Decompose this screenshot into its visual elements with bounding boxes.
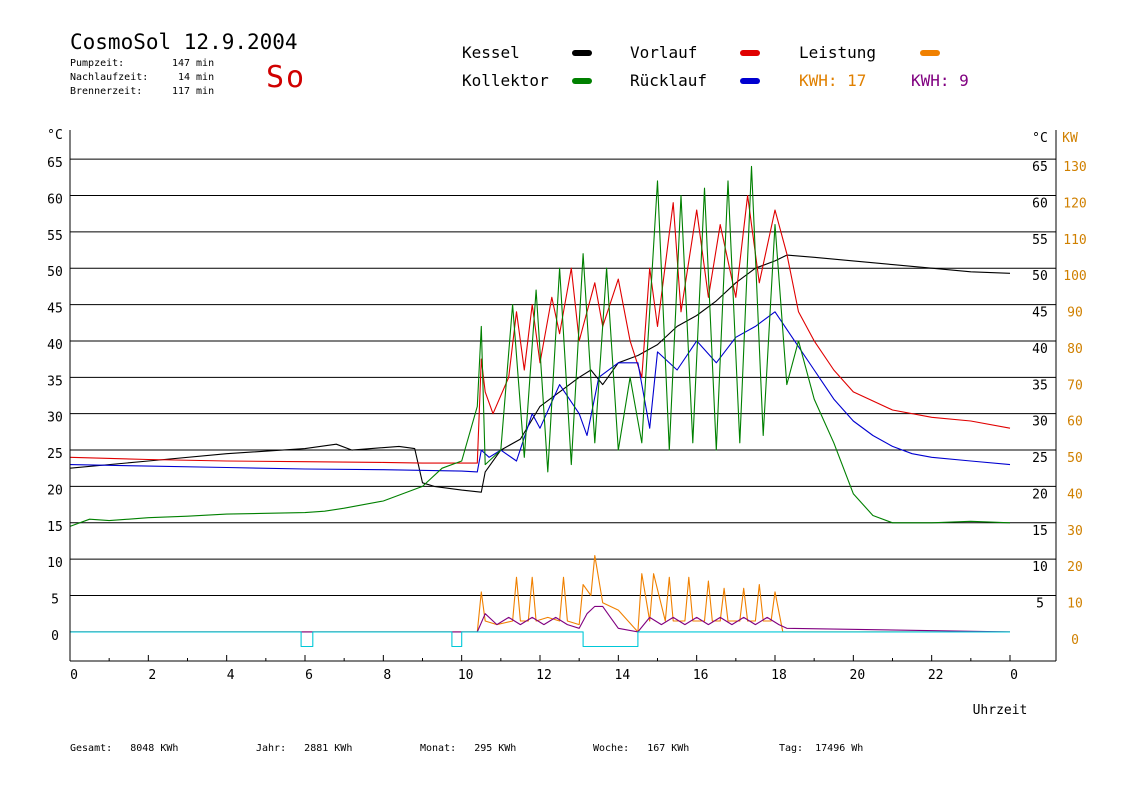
y-tick-label-kw: 70 <box>1067 378 1083 393</box>
y-tick-label-kw: 20 <box>1067 560 1083 575</box>
legend-ruecklauf-swatch <box>740 78 760 84</box>
y-tick-label-right: 40 <box>1032 342 1048 357</box>
y-tick-label-left: 0 <box>51 629 59 644</box>
y-tick-label-left: 25 <box>47 447 63 462</box>
info-pumpzeit: Pumpzeit: 147 min <box>70 58 215 69</box>
legend-leistung-label: Leistung <box>799 43 877 62</box>
y-tick-label-right: 20 <box>1032 487 1048 502</box>
legend-leistung-swatch <box>920 50 940 56</box>
legend-kessel-swatch <box>572 50 592 56</box>
info-nachlaufzeit: Nachlaufzeit: 14 min <box>70 72 215 83</box>
series-line-leistung <box>70 554 1010 633</box>
y-tick-label-left: 35 <box>47 374 63 389</box>
y-tick-label-left: 15 <box>47 520 63 535</box>
legend-ruecklauf-label: Rücklauf <box>630 71 708 90</box>
y-tick-label-left: 65 <box>47 156 63 171</box>
y-tick-label-left: 60 <box>47 192 63 207</box>
y-tick-label-kw: 100 <box>1063 269 1086 284</box>
day-label: So <box>266 60 307 95</box>
y-tick-label-right: 5 <box>1036 597 1044 612</box>
legend-kwh-purple: KWH: 9 <box>911 71 969 90</box>
series-line-rcklauf <box>69 311 1011 473</box>
series-line-vorlauf <box>69 194 1011 464</box>
series-line-5 <box>70 605 1011 633</box>
y-tick-label-kw: 30 <box>1067 524 1083 539</box>
y-tick-label-left: 5 <box>51 593 59 608</box>
y-tick-label-right: 25 <box>1032 451 1048 466</box>
y-tick-label-kw: 110 <box>1063 233 1086 248</box>
y-tick-label-kw: 0 <box>1071 633 1079 648</box>
y-tick-label-left: 55 <box>47 229 63 244</box>
x-tick-label: 14 <box>615 668 631 683</box>
y-tick-label-kw: 40 <box>1067 487 1083 502</box>
x-tick-label: 12 <box>536 668 552 683</box>
footer-monat: Monat: 295 KWh <box>420 743 517 754</box>
legend-kwh-orange: KWH: 17 <box>799 71 867 90</box>
y-tick-label-right: 55 <box>1032 233 1048 248</box>
y-tick-label-right: 35 <box>1032 378 1048 393</box>
y-tick-label-right: 10 <box>1032 560 1048 575</box>
series-line-kessel <box>69 254 1011 493</box>
y-tick-label-right: 15 <box>1032 524 1048 539</box>
y-tick-label-left: 20 <box>47 483 63 498</box>
x-tick-label: 10 <box>458 668 474 683</box>
legend-kollektor-swatch <box>572 78 592 84</box>
y-axis-label-right: °C <box>1032 131 1048 146</box>
footer-woche: Woche: 167 KWh <box>593 743 690 754</box>
x-tick-label: 0 <box>1010 668 1018 683</box>
y-tick-label-right: 45 <box>1032 306 1048 321</box>
y-tick-label-kw: 60 <box>1067 415 1083 430</box>
y-tick-label-left: 45 <box>47 302 63 317</box>
legend-kollektor-label: Kollektor <box>462 71 549 90</box>
legend-vorlauf-label: Vorlauf <box>630 43 698 62</box>
series-line-6 <box>70 631 1010 648</box>
x-tick-label: 20 <box>850 668 866 683</box>
x-axis-label: Uhrzeit <box>973 703 1028 718</box>
x-tick-label: 18 <box>771 668 787 683</box>
info-brennerzeit: Brennerzeit: 117 min <box>70 86 215 97</box>
y-tick-label-right: 65 <box>1032 160 1048 175</box>
y-tick-label-kw: 10 <box>1067 597 1083 612</box>
y-tick-label-left: 40 <box>47 338 63 353</box>
x-tick-label: 0 <box>70 668 78 683</box>
footer-gesamt: Gesamt: 8048 KWh <box>70 743 179 754</box>
y-axis-label-kw: KW <box>1062 131 1078 146</box>
y-tick-label-left: 30 <box>47 411 63 426</box>
y-tick-label-left: 50 <box>47 265 63 280</box>
y-tick-label-kw: 130 <box>1063 160 1086 175</box>
footer-jahr: Jahr: 2881 KWh <box>256 743 353 754</box>
y-tick-label-right: 50 <box>1032 269 1048 284</box>
y-tick-label-kw: 120 <box>1063 196 1086 211</box>
x-tick-label: 16 <box>693 668 709 683</box>
x-tick-label: 8 <box>383 668 391 683</box>
x-tick-label: 22 <box>928 668 944 683</box>
y-tick-label-left: 10 <box>47 556 63 571</box>
legend-kessel-label: Kessel <box>462 43 520 62</box>
y-axis-label-left: °C <box>47 128 63 143</box>
x-tick-label: 2 <box>148 668 156 683</box>
page-title: CosmoSol 12.9.2004 <box>70 30 298 54</box>
y-tick-label-right: 30 <box>1032 415 1048 430</box>
x-tick-label: 6 <box>305 668 313 683</box>
series-line-kollektor <box>69 165 1011 527</box>
x-tick-label: 4 <box>227 668 235 683</box>
footer-tag: Tag: 17496 Wh <box>779 743 864 754</box>
y-tick-label-kw: 50 <box>1067 451 1083 466</box>
legend-vorlauf-swatch <box>740 50 760 56</box>
y-tick-label-right: 60 <box>1032 196 1048 211</box>
y-tick-label-kw: 80 <box>1067 342 1083 357</box>
y-tick-label-kw: 90 <box>1067 306 1083 321</box>
